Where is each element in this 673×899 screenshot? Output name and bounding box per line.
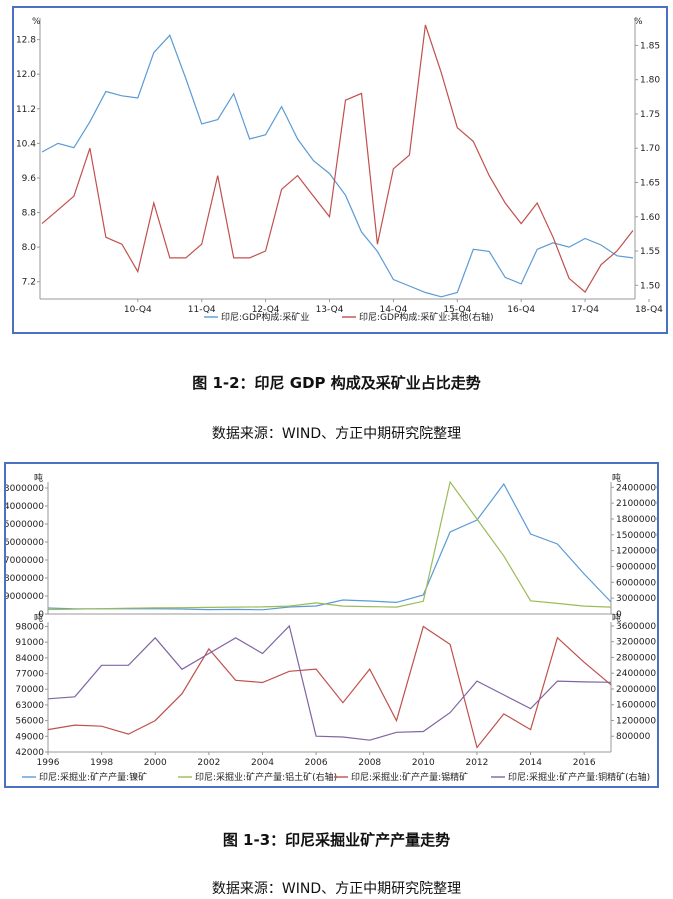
left-tick-label: 10.4 [16,139,36,149]
top-right-tick-label: 24000000 [616,483,657,493]
figure-2-source: 数据来源：WIND、方正中期研究院整理 [211,881,462,897]
chart-mineral-output-svg: 吨吨63000000540000004500000036000000270000… [6,472,657,783]
x-tick-label: 2012 [465,758,488,768]
figure-1-caption: 图 1-2：印尼 GDP 构成及采矿业占比走势 [192,374,481,392]
bottom-left-tick-label: 91000 [15,638,44,648]
bottom-right-tick-label: 1600000 [616,701,656,711]
right-tick-label: 1.55 [640,247,660,257]
x-tick-label: 10-Q4 [124,305,152,315]
right-tick-label: 1.85 [640,41,660,51]
bottom-left-tick-label: 63000 [15,701,44,711]
right-tick-label: 1.70 [640,144,660,154]
top-left-unit: 吨 [34,472,43,484]
right-tick-label: 1.75 [640,110,660,120]
top-right-tick-label: 12000000 [616,547,657,557]
top-series-line-1 [47,482,612,611]
bottom-right-tick-label: 1200000 [616,716,656,726]
figure-2-caption: 图 1-3：印尼采掘业矿产产量走势 [222,831,451,849]
bottom-right-tick-label: 2000000 [616,685,656,695]
x-tick-label: 2016 [573,758,596,768]
top-right-tick-label: 3000000 [616,594,656,604]
x-tick-label: 2008 [358,758,381,768]
top-left-tick-label: 45000000 [6,520,44,530]
top-right-tick-label: 18000000 [616,515,657,525]
series-line-2 [41,24,634,294]
bottom-left-tick-label: 77000 [15,670,44,680]
x-tick-label: 11-Q4 [188,305,216,315]
legend-label-4: 印尼:采掘业:矿产产量:铜精矿(右轴) [508,771,650,783]
top-left-tick-label: 36000000 [6,538,44,548]
right-tick-label: 1.60 [640,213,660,223]
x-tick-label: 17-Q4 [571,305,599,315]
bottom-right-tick-label: 3600000 [616,622,656,632]
bottom-right-tick-label: 3200000 [616,638,656,648]
top-left-tick-label: 27000000 [6,556,44,566]
bottom-right-tick-label: 2400000 [616,669,656,679]
legend-label-2: 印尼:采掘业:矿产产量:铝土矿(右轴) [195,771,337,783]
legend-label-1: 印尼:GDP构成:采矿业 [221,311,309,323]
bottom-right-tick-label: 2800000 [616,653,656,663]
top-left-tick-label: 0 [38,610,44,620]
bottom-left-tick-label: 42000 [15,748,44,758]
x-tick-label: 2010 [412,758,435,768]
top-right-tick-label: 0 [616,610,622,620]
x-tick-label: 15-Q4 [443,305,471,315]
chart-panel-gdp-mining: %% 12.8 12.0 11.2 10.4 9.6 8.8 8.0 7.2 1.85 1.80 1.… [12,6,668,334]
bottom-left-tick-label: 49000 [15,732,44,742]
bottom-right-tick-label: 800000 [616,732,651,742]
right-tick-label: 1.50 [640,281,660,291]
series-line-1 [41,34,634,298]
bottom-left-tick-label: 70000 [15,685,44,695]
legend-label-1: 印尼:采掘业:矿产产量:镍矿 [39,771,147,783]
top-left-tick-label: 63000000 [6,484,44,494]
left-tick-label: 9.6 [22,174,37,184]
left-tick-label: 12.8 [16,36,36,46]
left-axis-unit: % [32,17,41,27]
x-tick-label: 2002 [197,758,220,768]
x-tick-label: 1996 [37,758,60,768]
left-tick-label: 11.2 [16,105,36,115]
top-left-tick-label: 18000000 [6,574,44,584]
left-tick-label: 12.0 [16,70,36,80]
bottom-left-tick-label: 98000 [15,622,44,632]
top-right-unit: 吨 [612,472,621,484]
top-series-line-2 [47,480,612,611]
bottom-right-unit: 吨 [612,612,621,624]
right-tick-label: 1.80 [640,76,660,86]
right-tick-label: 1.65 [640,178,660,188]
x-tick-label: 13-Q4 [316,305,344,315]
legend-label-2: 印尼:GDP构成:采矿业:其他(右轴) [359,311,493,323]
x-tick-label: 2014 [519,758,542,768]
top-right-tick-label: 6000000 [616,578,656,588]
top-left-tick-label: 9000000 [6,592,44,602]
x-tick-label: 12-Q4 [252,305,280,315]
top-right-tick-label: 15000000 [616,531,657,541]
right-axis-unit: % [634,17,643,27]
bottom-left-tick-label: 84000 [15,654,44,664]
bottom-left-tick-label: 56000 [15,717,44,727]
bottom-series-line-2 [47,624,612,741]
bottom-series-line-1 [47,625,612,749]
x-tick-label: 2004 [251,758,274,768]
x-tick-label: 16-Q4 [507,305,535,315]
legend-label-3: 印尼:采掘业:矿产产量:锡精矿 [351,771,468,783]
top-left-tick-label: 54000000 [6,502,44,512]
chart-gdp-mining-svg: % % 12.8 12.0 11.2 10.4 9.6 8.8 8.0 7.2 1.85 1.80 1.… [16,17,663,323]
top-right-tick-label: 9000000 [616,562,656,572]
x-tick-label: 18-Q4 [635,305,663,315]
left-tick-label: 7.2 [22,278,36,288]
x-tick-label: 1998 [90,758,113,768]
chart-panel-mineral-output: 吨吨63000000540000004500000036000000270000… [4,462,659,788]
x-tick-label: 2006 [305,758,328,768]
bottom-left-unit: 吨 [34,612,43,624]
left-tick-label: 8.8 [22,209,37,219]
top-right-tick-label: 21000000 [616,499,657,509]
x-tick-label: 2000 [144,758,167,768]
x-tick-label: 14-Q4 [379,305,407,315]
figure-1-source: 数据来源：WIND、方正中期研究院整理 [211,426,462,442]
left-tick-label: 8.0 [22,243,37,253]
